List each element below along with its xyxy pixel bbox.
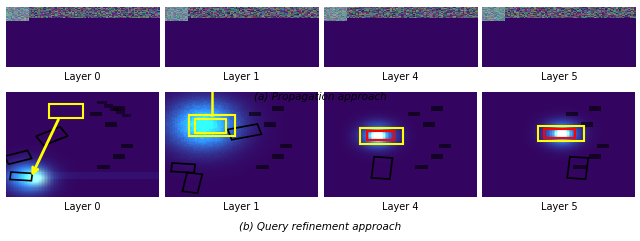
Bar bbox=[49, 104, 83, 118]
Text: Layer 1: Layer 1 bbox=[223, 72, 260, 82]
Bar bbox=[189, 115, 236, 136]
Bar bbox=[371, 157, 392, 179]
Bar bbox=[171, 163, 195, 173]
Text: Layer 0: Layer 0 bbox=[65, 72, 101, 82]
Text: (a) Propagation approach: (a) Propagation approach bbox=[253, 92, 387, 101]
Text: Layer 5: Layer 5 bbox=[541, 72, 577, 82]
Text: (b) Query refinement approach: (b) Query refinement approach bbox=[239, 222, 401, 232]
Bar bbox=[538, 126, 584, 141]
Bar bbox=[10, 172, 33, 181]
Bar bbox=[360, 128, 403, 144]
Text: Layer 5: Layer 5 bbox=[541, 202, 577, 212]
Bar bbox=[182, 173, 202, 193]
Bar bbox=[195, 119, 226, 133]
Text: Layer 0: Layer 0 bbox=[65, 202, 101, 212]
Bar bbox=[367, 131, 394, 140]
Text: Layer 4: Layer 4 bbox=[382, 202, 419, 212]
Bar bbox=[544, 129, 575, 138]
Bar bbox=[567, 157, 588, 179]
Text: Layer 1: Layer 1 bbox=[223, 202, 260, 212]
Bar bbox=[4, 150, 32, 164]
Bar bbox=[36, 127, 68, 146]
Text: Layer 4: Layer 4 bbox=[382, 72, 419, 82]
Bar bbox=[228, 124, 261, 140]
